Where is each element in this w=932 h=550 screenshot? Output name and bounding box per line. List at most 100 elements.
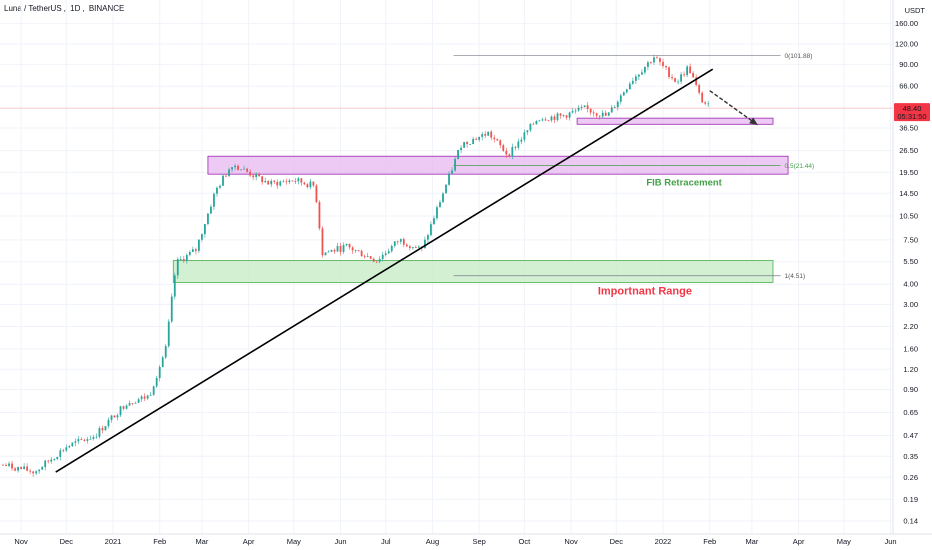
candle (342, 242, 345, 254)
important-range-zone[interactable] (172, 260, 774, 283)
time-tick-label: Sep (472, 537, 485, 546)
candle (216, 186, 218, 197)
candle (695, 74, 698, 87)
candle (369, 255, 372, 260)
candle (363, 254, 366, 259)
candle (182, 255, 185, 263)
candle (2, 464, 4, 466)
interval-label[interactable]: 1D (70, 4, 81, 13)
candle (71, 442, 74, 448)
candle (484, 131, 487, 139)
title-separator: , (63, 4, 66, 13)
candle (158, 365, 161, 382)
time-tick-label: Dec (60, 537, 74, 546)
candle (523, 129, 526, 143)
candle (701, 91, 704, 103)
candle (650, 61, 652, 65)
candle (53, 458, 56, 462)
candle (641, 69, 643, 75)
candle (689, 63, 692, 75)
zones (172, 117, 789, 283)
candle (56, 456, 59, 461)
candle (300, 178, 303, 186)
candle (634, 74, 637, 85)
time-tick-label: Jun (884, 537, 896, 546)
candle (155, 375, 158, 388)
candle (631, 77, 634, 85)
candle (348, 243, 351, 250)
target-zone[interactable] (576, 117, 774, 125)
fib-zone[interactable] (207, 155, 789, 175)
candle (41, 465, 44, 470)
candle (613, 104, 616, 108)
candle (240, 169, 242, 171)
price-tick-label: 120.00 (895, 40, 918, 49)
candle (210, 204, 212, 215)
time-axis[interactable]: Nov Dec 2021 Feb Mar Apr May Jun Jul Aug Sep Oct Nov… (0, 533, 932, 550)
candle (463, 141, 465, 148)
time-tick-label: Dec (610, 537, 624, 546)
candle (574, 108, 577, 114)
important-range-label: Importnant Range (598, 286, 692, 298)
price-tick-label: 0.35 (903, 452, 918, 461)
candle (191, 246, 194, 253)
candle (59, 448, 62, 461)
candle (604, 110, 607, 117)
candle (185, 253, 188, 264)
price-axis[interactable]: USDT270.00160.00120.0090.0066.0036.5026.… (892, 0, 932, 534)
candle (234, 163, 236, 171)
candle (47, 459, 50, 464)
candle (207, 213, 209, 226)
candle (98, 426, 101, 439)
candle (396, 240, 399, 245)
price-tick-label: 90.00 (899, 60, 918, 69)
candle (616, 100, 619, 111)
candle (704, 100, 707, 106)
candle (680, 71, 682, 85)
candle (384, 250, 387, 257)
time-tick-label: Apr (243, 537, 255, 546)
currency-label: USDT (905, 6, 926, 15)
candle (279, 180, 282, 187)
candle (92, 435, 95, 441)
candle (173, 272, 176, 300)
drawings[interactable]: 0(101.88) 0.5(21.44) 1(4.51) FIB Retracemen… (0, 53, 893, 473)
price-tick-label: 36.50 (899, 124, 918, 133)
candle (707, 100, 710, 108)
exchange-label: BINANCE (88, 4, 125, 13)
candle (619, 93, 622, 105)
candle (237, 164, 239, 171)
price-tick-label: 1.60 (903, 344, 918, 353)
candle (637, 74, 640, 80)
candle (414, 245, 417, 248)
candle (544, 117, 547, 122)
projection-arrow[interactable] (709, 90, 758, 126)
candle (686, 65, 689, 78)
candle (255, 172, 258, 181)
candle (644, 66, 646, 75)
candle (122, 405, 125, 411)
fib-level-label: 1(4.51) (785, 273, 806, 280)
candle (140, 394, 143, 402)
candle (264, 177, 267, 184)
trendline[interactable] (55, 68, 714, 473)
candle (44, 459, 47, 471)
candle (197, 239, 200, 254)
candle (517, 138, 520, 150)
candle (170, 293, 173, 324)
candle (83, 438, 86, 442)
symbol-name[interactable]: Luna / TetherUS (4, 4, 62, 13)
price-tick-label: 7.50 (903, 235, 918, 244)
fib-level-label: 0.5(21.44) (785, 163, 815, 170)
current-price-value: 48.40 (903, 104, 922, 113)
candle (252, 173, 255, 181)
candle (514, 145, 517, 151)
price-tick-label: 66.00 (899, 82, 918, 91)
candle (601, 109, 604, 119)
candle (297, 176, 300, 185)
candle (77, 436, 80, 445)
candle (647, 60, 649, 71)
time-axis-bg (0, 534, 932, 550)
candle (442, 192, 444, 203)
